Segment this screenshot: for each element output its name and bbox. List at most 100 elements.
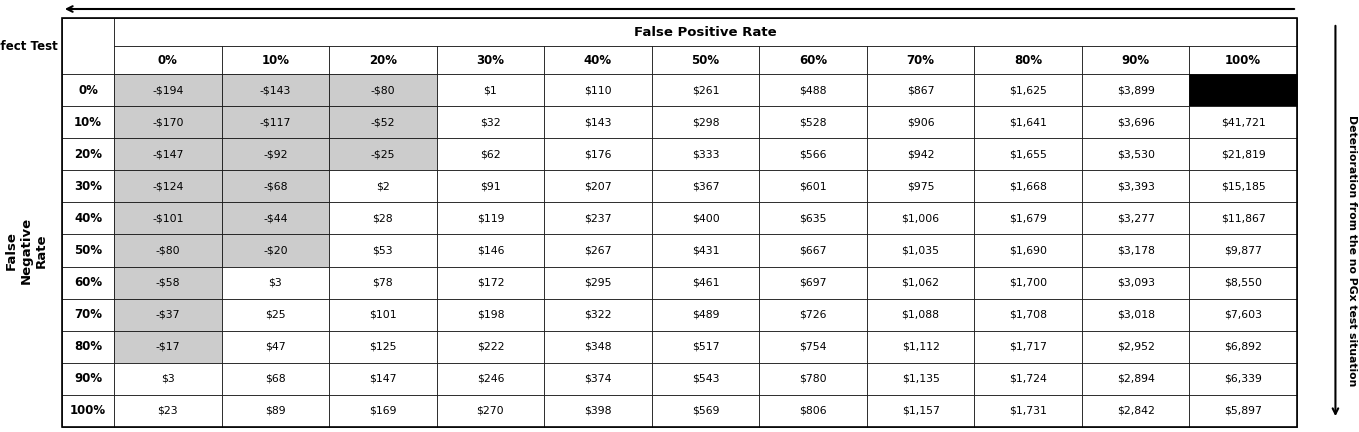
Text: -$194: -$194: [152, 85, 183, 95]
Text: $1,035: $1,035: [901, 245, 939, 255]
Bar: [114, 299, 222, 331]
Text: $1,731: $1,731: [1010, 406, 1046, 416]
Bar: [63, 170, 114, 202]
Text: $569: $569: [692, 406, 719, 416]
Text: False Positive Rate: False Positive Rate: [635, 25, 777, 38]
Text: 20%: 20%: [368, 54, 397, 67]
Bar: [544, 106, 652, 138]
Bar: [1189, 106, 1296, 138]
Text: -$92: -$92: [264, 149, 288, 159]
Bar: [114, 18, 1296, 46]
Bar: [652, 267, 760, 299]
Text: $867: $867: [906, 85, 935, 95]
Bar: [867, 235, 974, 267]
Text: 80%: 80%: [1014, 54, 1042, 67]
Bar: [867, 363, 974, 395]
Text: $1,062: $1,062: [901, 278, 939, 288]
Bar: [1189, 46, 1296, 74]
Bar: [436, 331, 544, 363]
Bar: [974, 46, 1082, 74]
Bar: [114, 74, 222, 106]
Bar: [222, 74, 329, 106]
Bar: [867, 267, 974, 299]
Text: 10%: 10%: [261, 54, 289, 67]
Text: $270: $270: [477, 406, 504, 416]
Text: $222: $222: [477, 342, 504, 352]
Bar: [329, 235, 436, 267]
Text: $1,006: $1,006: [901, 213, 939, 223]
Bar: [436, 170, 544, 202]
Bar: [544, 331, 652, 363]
Text: $398: $398: [584, 406, 612, 416]
Text: $23: $23: [158, 406, 178, 416]
Text: $8,550: $8,550: [1224, 278, 1263, 288]
Text: $47: $47: [265, 342, 285, 352]
Text: $431: $431: [692, 245, 719, 255]
Bar: [760, 267, 867, 299]
Text: $806: $806: [799, 406, 826, 416]
Text: $198: $198: [477, 310, 504, 320]
Text: 20%: 20%: [73, 148, 102, 161]
Bar: [114, 46, 222, 74]
Bar: [760, 170, 867, 202]
Text: $6,339: $6,339: [1224, 374, 1263, 384]
Text: 90%: 90%: [1121, 54, 1150, 67]
Bar: [329, 202, 436, 235]
Text: 50%: 50%: [692, 54, 719, 67]
Text: 40%: 40%: [584, 54, 612, 67]
Text: $62: $62: [480, 149, 500, 159]
Text: 70%: 70%: [906, 54, 935, 67]
Bar: [867, 331, 974, 363]
Text: $461: $461: [692, 278, 719, 288]
Text: $7,603: $7,603: [1224, 310, 1263, 320]
Bar: [1082, 74, 1189, 106]
Bar: [436, 395, 544, 427]
Text: $3,530: $3,530: [1117, 149, 1155, 159]
Text: $5,897: $5,897: [1224, 406, 1263, 416]
Text: $6,892: $6,892: [1224, 342, 1263, 352]
Text: $374: $374: [584, 374, 612, 384]
Text: $110: $110: [584, 85, 612, 95]
Text: $3,018: $3,018: [1117, 310, 1155, 320]
Bar: [63, 331, 114, 363]
Text: $1,668: $1,668: [1010, 181, 1046, 191]
Bar: [436, 299, 544, 331]
Text: -$68: -$68: [264, 181, 288, 191]
Text: $119: $119: [477, 213, 504, 223]
Bar: [760, 46, 867, 74]
Bar: [114, 170, 222, 202]
Text: $333: $333: [692, 149, 719, 159]
Text: -$20: -$20: [264, 245, 288, 255]
Text: -$80: -$80: [155, 245, 181, 255]
Text: 60%: 60%: [73, 276, 102, 289]
Bar: [222, 299, 329, 331]
Bar: [436, 363, 544, 395]
Text: $295: $295: [584, 278, 612, 288]
Bar: [436, 235, 544, 267]
Text: $1,135: $1,135: [901, 374, 939, 384]
Bar: [544, 170, 652, 202]
Bar: [974, 395, 1082, 427]
Bar: [760, 331, 867, 363]
Bar: [1189, 170, 1296, 202]
Bar: [760, 106, 867, 138]
Bar: [114, 363, 222, 395]
Bar: [867, 395, 974, 427]
Bar: [867, 106, 974, 138]
Bar: [222, 202, 329, 235]
Bar: [1189, 202, 1296, 235]
Text: $207: $207: [584, 181, 612, 191]
Bar: [222, 46, 329, 74]
Text: $237: $237: [584, 213, 612, 223]
Bar: [63, 74, 114, 106]
Text: $754: $754: [799, 342, 826, 352]
Bar: [974, 299, 1082, 331]
Bar: [222, 363, 329, 395]
Bar: [222, 267, 329, 299]
Text: -$124: -$124: [152, 181, 183, 191]
Text: $101: $101: [370, 310, 397, 320]
Bar: [329, 299, 436, 331]
Bar: [760, 202, 867, 235]
Bar: [760, 138, 867, 170]
Bar: [114, 202, 222, 235]
